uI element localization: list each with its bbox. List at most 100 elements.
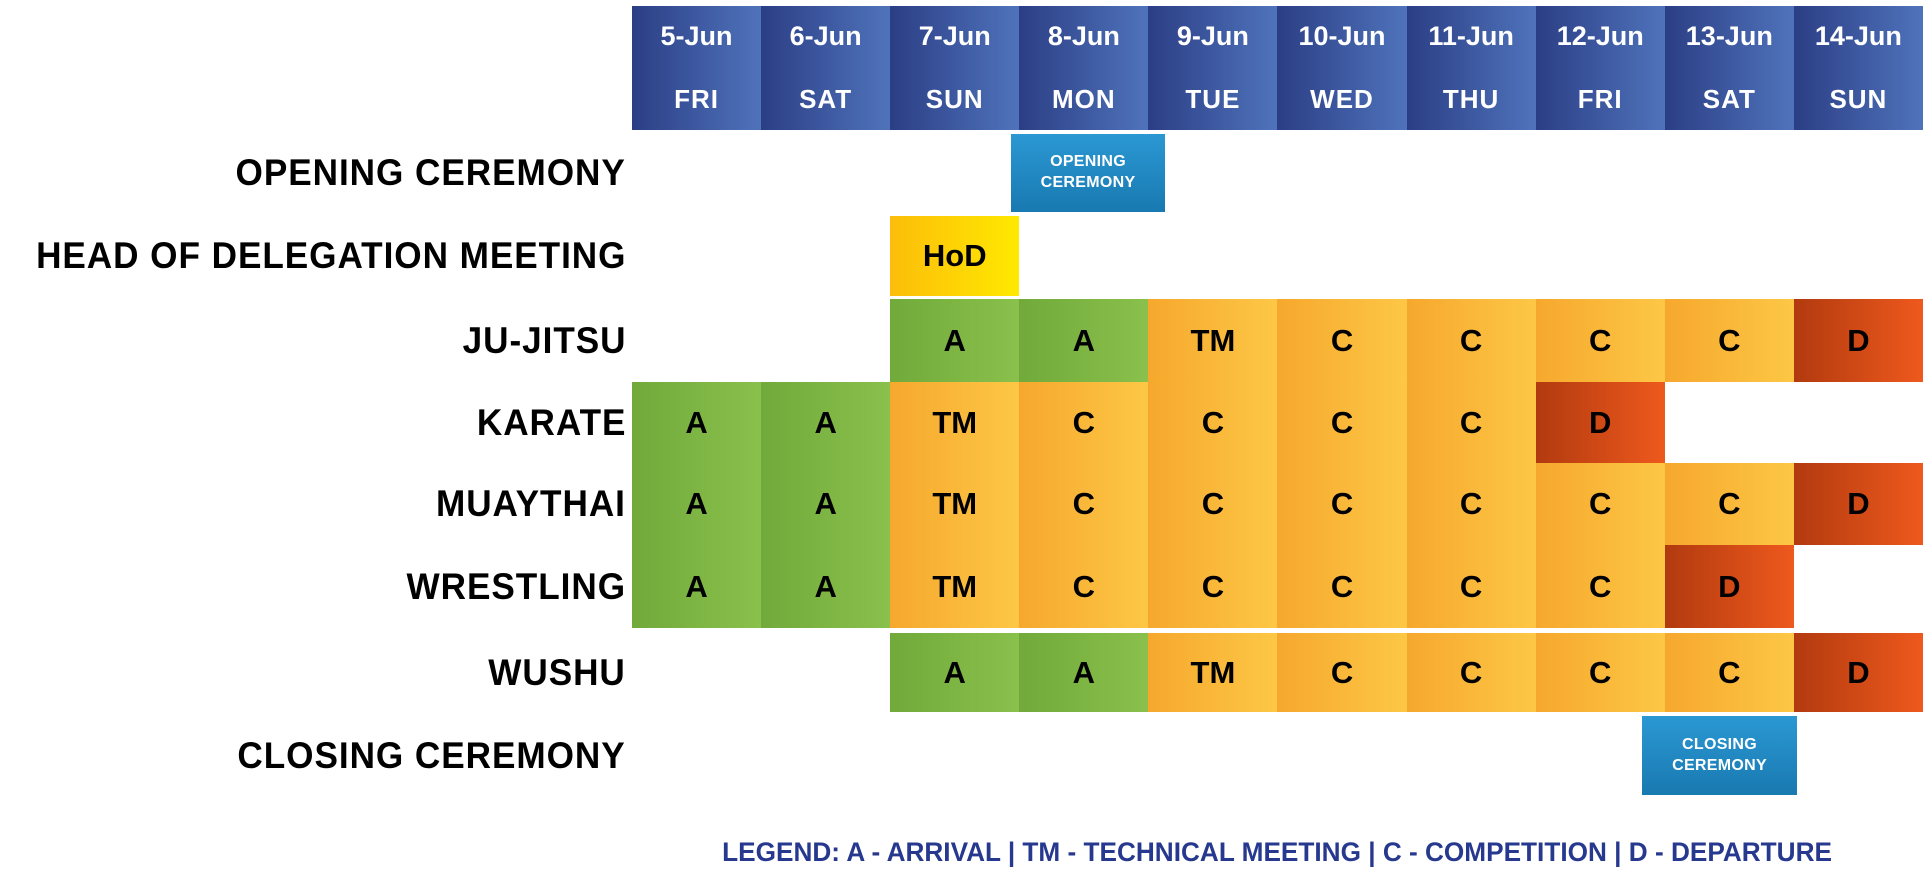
empty-cell [1165,134,1291,212]
competition-cell: C [1148,463,1278,545]
row-label: WRESTLING [0,545,632,628]
header-date: 13-Jun [1685,21,1773,51]
arrival-cell: A [761,545,891,628]
competition-cell: C [1019,463,1149,545]
empty-cell [1263,716,1389,795]
arrival-cell: A [632,545,762,628]
competition-cell: C [1664,633,1794,712]
empty-cell [761,216,890,296]
empty-cell [1794,216,1923,296]
departure-cell: D [1793,463,1923,545]
empty-cell [1794,382,1923,463]
schedule-row: WRESTLING A A TM C C C C C D [0,545,1923,628]
empty-cell [761,299,890,382]
competition-cell: C [1535,299,1665,382]
empty-cell [1794,545,1923,628]
date-header-cell: 8-Jun MON [1019,6,1149,130]
empty-cell [1665,216,1794,296]
competition-cell: C [1019,382,1149,463]
row-label: OPENING CEREMONY [0,134,632,212]
empty-cell [1536,216,1665,296]
competition-cell: C [1406,382,1536,463]
header-date: 9-Jun [1176,21,1249,51]
competition-cell: C [1277,382,1407,463]
header-day: FRI [1577,84,1623,114]
header-day: THU [1442,84,1500,114]
header-date: 6-Jun [789,21,862,51]
date-header-cell: 14-Jun SUN [1793,6,1923,130]
competition-cell: C [1406,299,1536,382]
date-header-cell: 7-Jun SUN [890,6,1020,130]
competition-cell: TM [890,463,1020,545]
row-label: JU-JITSU [0,299,632,382]
empty-cell [758,134,884,212]
header-day: MON [1051,84,1116,114]
hod-cell: HoD [890,216,1020,296]
schedule-row: KARATE A A TM C C C C D [0,382,1923,463]
schedule-row: OPENING CEREMONY OPENING CEREMONY [0,134,1923,212]
date-header-cell: 11-Jun THU [1406,6,1536,130]
empty-cell [1148,216,1277,296]
competition-cell: C [1664,299,1794,382]
arrival-cell: A [890,299,1020,382]
empty-cell [632,633,761,712]
empty-cell [1797,134,1923,212]
arrival-cell: A [761,382,891,463]
date-header-cell: 6-Jun SAT [761,6,891,130]
competition-cell: C [1277,633,1407,712]
competition-cell: C [1406,633,1536,712]
departure-cell: D [1793,299,1923,382]
arrival-cell: A [1019,299,1149,382]
header-day: SUN [1829,84,1888,114]
empty-cell [1665,382,1794,463]
empty-cell [632,716,758,795]
date-header-row: 5-Jun FRI 6-Jun SAT 7-Jun SUN 8-Jun MON 9-Jun TUE… [0,6,1923,130]
header-day: SAT [799,84,853,114]
row-label: CLOSING CEREMONY [0,716,632,795]
competition-cell: C [1277,299,1407,382]
empty-cell [1019,216,1148,296]
schedule-row: JU-JITSU A A TM C C C C D [0,299,1923,382]
date-header-cell: 13-Jun SAT [1664,6,1794,130]
competition-cell: C [1535,545,1665,628]
row-label-text: WUSHU [488,651,626,693]
departure-cell: D [1535,382,1665,463]
row-label-text: CLOSING CEREMONY [237,734,626,776]
row-label-text: KARATE [476,401,626,443]
date-header-cell: 10-Jun WED [1277,6,1407,130]
empty-cell [1418,134,1544,212]
date-header-cell: 9-Jun TUE [1148,6,1278,130]
competition-cell: TM [1148,633,1278,712]
header-day: SAT [1702,84,1756,114]
empty-cell [1390,716,1516,795]
ceremony-cell: OPENING CEREMONY [1010,134,1166,212]
legend-text: LEGEND: A - ARRIVAL | TM - TECHNICAL MEE… [722,837,1833,867]
row-label: WUSHU [0,633,632,712]
header-day: FRI [674,84,719,114]
header-date: 10-Jun [1298,21,1386,51]
row-label: MUAYTHAI [0,463,632,545]
header-day: WED [1310,84,1374,114]
arrival-cell: A [761,463,891,545]
arrival-cell: A [632,382,762,463]
empty-cell [885,716,1011,795]
header-spacer [0,6,632,130]
competition-cell: C [1664,463,1794,545]
empty-cell [632,216,761,296]
empty-cell [758,716,884,795]
empty-cell [1516,716,1642,795]
empty-cell [1011,716,1137,795]
competition-cell: C [1019,545,1149,628]
competition-cell: TM [890,545,1020,628]
header-date: 11-Jun [1428,21,1514,51]
date-header-cell: 12-Jun FRI [1535,6,1665,130]
row-label-text: OPENING CEREMONY [235,152,626,193]
empty-cell [632,299,761,382]
competition-cell: TM [1148,299,1278,382]
schedule-row: WUSHU A A TM C C C C D [0,633,1923,712]
empty-cell [1407,216,1536,296]
competition-cell: C [1535,463,1665,545]
row-label: HEAD OF DELEGATION MEETING [0,216,632,296]
header-day: TUE [1185,84,1241,114]
